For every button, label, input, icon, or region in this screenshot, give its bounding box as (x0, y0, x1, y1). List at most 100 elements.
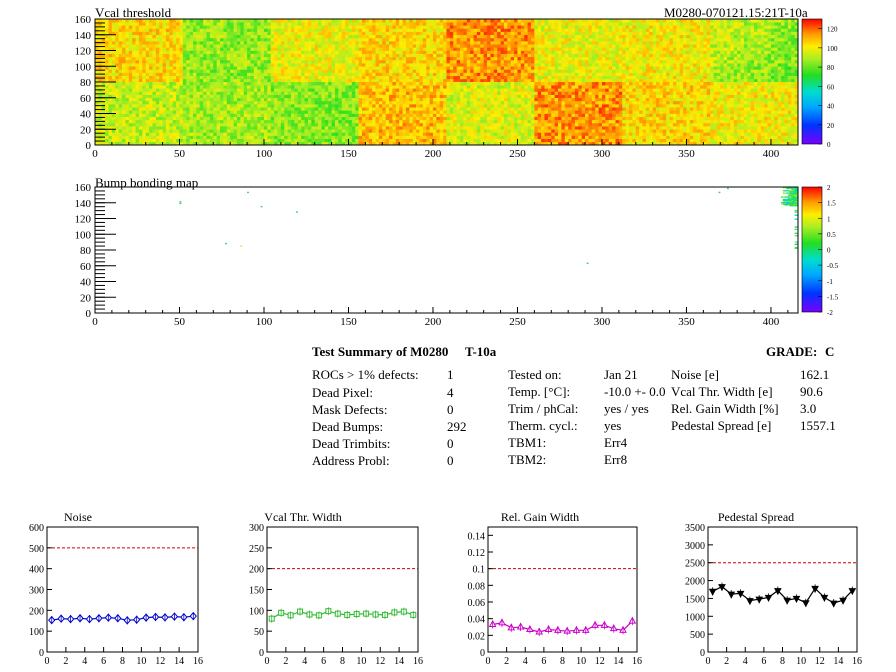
map-cell (115, 66, 119, 70)
map-cell (574, 22, 579, 26)
map-cell (125, 107, 130, 111)
map-cell (382, 59, 386, 64)
map-cell (240, 78, 245, 83)
map-cell (145, 69, 150, 73)
map-cell (199, 75, 204, 80)
map-cell (189, 75, 194, 80)
map-cell (165, 110, 170, 114)
map-cell (108, 88, 113, 92)
map-cell (554, 37, 559, 42)
map-cell (747, 78, 751, 83)
map-cell (639, 59, 643, 64)
map-cell (591, 50, 596, 54)
map-cell (591, 47, 596, 51)
map-cell (270, 59, 275, 64)
map-cell (206, 66, 211, 70)
map-cell (747, 22, 751, 26)
map-cell (760, 37, 765, 42)
map-cell (243, 41, 248, 45)
map-cell (196, 88, 201, 92)
map-cell (287, 50, 292, 54)
map-cell (199, 91, 204, 95)
map-cell (247, 47, 251, 51)
map-cell (541, 59, 545, 64)
map-cell (189, 132, 194, 136)
map-cell (436, 63, 441, 67)
map-cell (216, 50, 221, 54)
map-cell (233, 116, 238, 121)
map-cell (199, 116, 204, 121)
map-cell (220, 116, 224, 121)
map-cell (632, 44, 637, 48)
map-cell (142, 94, 146, 99)
map-cell (564, 47, 569, 51)
map-cell (757, 72, 762, 76)
map-cell (348, 44, 353, 48)
map-cell (733, 78, 738, 83)
map-cell (598, 47, 603, 51)
map-cell (743, 53, 748, 58)
map-cell (402, 66, 407, 70)
map-cell (460, 53, 464, 58)
map-cell (321, 75, 326, 80)
map-cell (138, 31, 143, 36)
map-cell (334, 31, 339, 36)
map-cell (662, 50, 667, 54)
map-cell (781, 69, 785, 73)
map-cell (679, 59, 684, 64)
map-cell (176, 63, 180, 67)
map-cell (372, 56, 376, 61)
map-cell (95, 78, 99, 83)
map-cell (527, 63, 532, 67)
map-cell (162, 78, 167, 83)
map-cell (554, 63, 559, 67)
map-cell (503, 72, 508, 76)
map-cell (179, 78, 184, 83)
map-cell (591, 66, 596, 70)
map-cell (101, 37, 106, 42)
map-cell (206, 22, 211, 26)
map-cell (294, 72, 299, 76)
map-cell (402, 34, 407, 39)
map-cell (125, 72, 130, 76)
map-cell (206, 31, 211, 36)
map-cell (666, 63, 670, 67)
map-cell (378, 22, 383, 26)
map-cell (642, 34, 647, 39)
map-cell (196, 104, 201, 108)
map-cell (236, 19, 241, 23)
map-cell (493, 59, 498, 64)
map-cell (791, 50, 795, 54)
map-cell (399, 72, 403, 76)
map-cell (659, 25, 664, 29)
map-cell (233, 91, 238, 95)
map-cell (743, 59, 748, 64)
map-cell (564, 34, 569, 39)
map-cell (737, 37, 741, 42)
map-cell (145, 104, 150, 108)
map-cell (399, 78, 403, 83)
map-cell (128, 34, 133, 39)
map-cell (186, 66, 190, 70)
map-cell (395, 56, 400, 61)
map-cell (733, 37, 738, 42)
map-cell (666, 41, 670, 45)
map-cell (679, 28, 684, 32)
map-cell (727, 37, 731, 42)
map-cell (740, 37, 745, 42)
map-cell (182, 22, 187, 26)
map-cell (588, 66, 593, 70)
map-cell (142, 141, 146, 146)
map-cell (375, 34, 380, 39)
map-cell (267, 63, 272, 67)
map-cell (453, 75, 457, 80)
map-cell (287, 41, 292, 45)
map-cell (460, 25, 464, 29)
map-cell (328, 34, 332, 39)
map-cell (412, 63, 417, 67)
map-cell (466, 53, 471, 58)
map-cell (578, 34, 582, 39)
map-cell (618, 69, 623, 73)
map-cell (656, 56, 660, 61)
map-cell (466, 59, 471, 64)
